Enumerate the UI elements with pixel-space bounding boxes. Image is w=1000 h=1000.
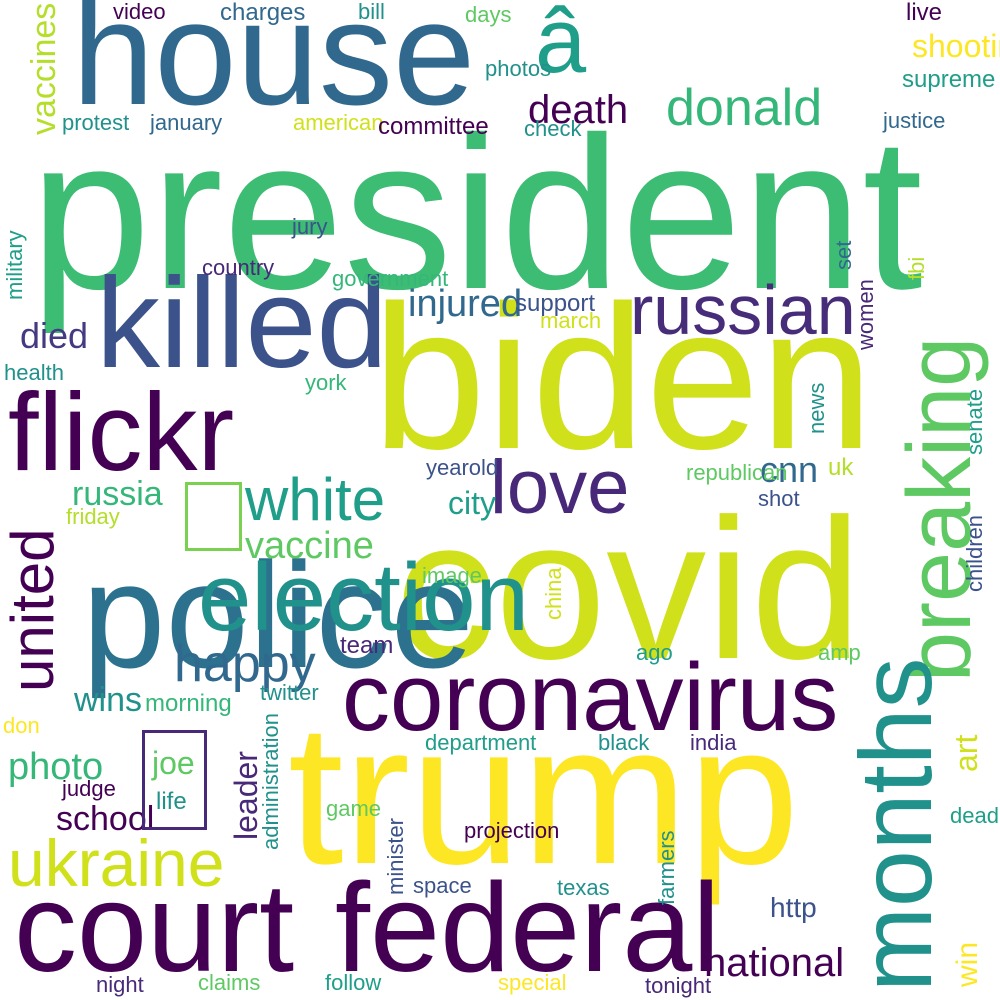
word-country: protest	[62, 110, 130, 135]
word-injured: photo	[8, 746, 104, 788]
word-projection: children	[962, 514, 987, 592]
word-love: election	[198, 544, 529, 651]
word-american: video	[113, 0, 166, 24]
word-fbi: administration	[258, 713, 283, 850]
word-health: check	[524, 116, 582, 141]
word-jury: photos	[485, 56, 552, 81]
word-coronavirus: coronavirus	[342, 644, 839, 751]
glyph-box-purple	[142, 730, 207, 830]
word-news: space	[413, 873, 472, 898]
word-support: american	[293, 110, 384, 135]
word-black: yearold	[426, 455, 499, 480]
word-administration: follow	[325, 970, 382, 995]
word-children: night	[96, 972, 144, 997]
word-minister: special	[498, 970, 567, 995]
word-win: projection	[464, 818, 560, 843]
word-city: wins	[74, 681, 143, 719]
word-biden: biden	[372, 263, 874, 492]
word-game: shot	[758, 486, 800, 511]
word-team: support	[515, 290, 596, 317]
word-night: team	[340, 632, 394, 659]
word-flickr: killed	[96, 252, 388, 395]
glyph-box-green	[185, 482, 242, 551]
word-death: russia	[72, 475, 163, 513]
word-republican: fbi	[904, 256, 929, 280]
word-art: game	[326, 796, 382, 821]
word-joe: cnn	[760, 449, 819, 490]
word-election: â	[535, 0, 587, 92]
word-covid: covid	[395, 478, 862, 701]
word-morning: health	[4, 360, 64, 385]
word-breaking: don	[3, 713, 40, 738]
word-wins: injured	[408, 283, 523, 325]
word-check: bill	[358, 0, 385, 24]
word-charges: win	[951, 941, 984, 987]
word-space: image	[422, 563, 482, 588]
word-set: dead	[950, 803, 999, 828]
word-video: art	[948, 734, 984, 772]
word-don: news	[804, 382, 829, 434]
word-department: senate	[962, 388, 987, 455]
word-ago: march	[540, 308, 602, 333]
word-police: flickr	[8, 371, 235, 494]
word-vaccine: donald	[666, 79, 823, 137]
word-special: morning	[145, 690, 232, 717]
word-image: military	[2, 230, 27, 300]
word-shooting: national	[704, 941, 845, 985]
word-months: department	[425, 730, 537, 755]
word-china: claims	[198, 970, 261, 995]
word-claims: ago	[636, 640, 673, 665]
word-school: vaccines	[25, 2, 63, 135]
word-photos: http	[770, 892, 817, 923]
word-committee: charges	[220, 0, 306, 26]
word-york: justice	[883, 108, 946, 133]
word-life: school	[56, 800, 155, 838]
word-vaccines: india	[690, 730, 737, 755]
word-senate: texas	[557, 875, 610, 900]
word-twitter: york	[305, 370, 347, 395]
word-dead: friday	[66, 504, 120, 529]
word-friday: government	[332, 266, 449, 291]
word-killed: months	[839, 657, 953, 993]
word-http: died	[20, 315, 89, 356]
word-russia: united	[0, 528, 66, 692]
word-judge: uk	[828, 454, 854, 481]
word-january: supreme	[902, 66, 996, 93]
word-shot: country	[202, 255, 275, 280]
word-donald: russian	[630, 271, 856, 349]
word-amp: women	[853, 279, 878, 350]
word-follow: amp	[818, 640, 861, 665]
word-leader: judge	[62, 776, 116, 801]
word-women: farmers	[654, 830, 679, 905]
word-days: life	[156, 788, 187, 815]
word-farmers: tonight	[645, 973, 712, 998]
word-live: joe	[152, 745, 195, 781]
word-tonight: twitter	[260, 680, 319, 705]
word-court: court	[14, 857, 295, 998]
word-russian: ukraine	[8, 826, 225, 900]
word-cnn: death	[528, 88, 629, 132]
word-uk: jury	[292, 214, 328, 239]
word-yearold: set	[831, 240, 856, 270]
word-happy: white	[245, 466, 386, 533]
word-texas: china	[541, 567, 566, 620]
word-trump: trump	[288, 683, 800, 906]
word-protest: live	[906, 0, 943, 26]
word-died: shooting	[912, 28, 1000, 64]
word-photo: happy	[174, 635, 316, 693]
word-national: vaccine	[245, 525, 374, 567]
word-justice: days	[465, 2, 512, 27]
word-india: republican	[686, 460, 788, 485]
word-president: president	[30, 92, 923, 334]
word-house: house	[72, 0, 476, 136]
word-military: minister	[383, 817, 408, 895]
word-white: love	[490, 445, 630, 530]
word-government: january	[150, 110, 223, 135]
word-march: committee	[378, 113, 489, 140]
word-a-circumflex: police	[82, 531, 474, 699]
word-federal: federal	[335, 857, 721, 998]
word-bill: city	[448, 485, 496, 521]
word-united: black	[598, 730, 650, 755]
